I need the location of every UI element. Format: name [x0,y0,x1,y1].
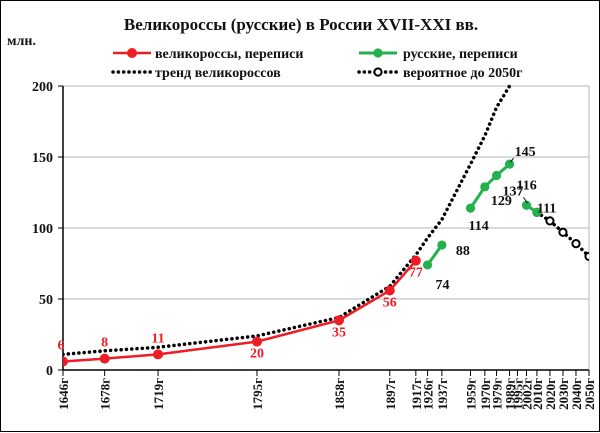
russians-census-line [469,162,511,209]
russians-census-data-label: 145 [515,145,536,160]
great-russians-data-label: 77 [409,266,423,281]
chart-title: Великороссы (русские) в России XVII-XXI … [124,15,478,34]
great-russians-point [251,336,262,347]
great-russians-point [410,255,421,266]
russians-census-data-label: 137 [503,184,524,199]
x-tick-label: 2050г [582,378,597,410]
legend-trend-label: тренд великороссов [155,66,281,81]
label-leader-145 [510,157,514,163]
legend-great-russians-marker [127,48,137,58]
legend-russians-label: русские, переписи [403,47,518,62]
great-russians-data-label: 20 [250,347,264,362]
x-tick-label: 2030г [556,378,571,410]
great-russians-data-label: 6 [58,338,65,353]
y-tick-label: 50 [39,293,53,308]
legend-probable-label: вероятное до 2050г [403,66,522,81]
legend-great-russians-label: великороссы, переписи [155,47,303,62]
russians-census-point [465,203,476,213]
x-tick-label: 1937г [435,378,450,410]
great-russians-point [99,353,110,364]
probable-point [558,227,568,237]
x-tick-label: 1678г [98,378,113,410]
legend: великороссы, переписи тренд великороссов р… [111,47,522,81]
y-tick-label: 200 [32,80,53,95]
great-russians-data-label: 35 [332,325,346,340]
russians-census-data-label: 129 [491,194,512,209]
y-tick-label: 150 [32,151,53,166]
great-russians-data-label: 11 [151,331,164,346]
x-tick-label: 1897г [383,378,398,410]
probable-point [571,239,581,249]
russians-census-point [532,207,542,217]
axes: 0 50 100 150 200 1646г 1678г 1719г 1795г 1858г 189… [32,80,597,410]
x-tick-label: 1970г [478,378,493,410]
x-tick-label: 1858г [332,378,347,410]
russians-census-data-label: 114 [469,219,489,234]
great-russians-point [384,285,395,296]
russians-census-point [521,200,532,210]
legend-probable-marker [373,67,383,77]
x-tick-label: 1719г [151,378,166,410]
x-tick-label: 1989г [503,378,518,410]
x-tick-label: 2020г [543,378,558,410]
y-tick-label: 0 [46,364,53,379]
x-tick-label: 2002г [520,378,535,410]
x-tick-label: 1795г [250,378,265,410]
x-tick-label: 1959г [464,378,479,410]
great-russians-point [334,315,345,326]
russians-census-data-label: 74 [436,278,450,293]
russians-census-data-label: 116 [517,178,537,193]
russians-census-point [422,260,433,270]
x-tick-label: 1979г [490,378,505,410]
legend-russians-marker [373,48,383,58]
great-russians-point [153,349,164,360]
x-tick-label: 1917г [409,378,424,410]
great-russians-line [63,259,417,363]
label-leader-116 [523,197,528,204]
great-russians-point [63,356,68,367]
trend-line [63,84,513,357]
russians-census-point [480,182,490,192]
russians-census-point [491,170,502,181]
series [63,84,589,367]
great-russians-data-label: 56 [383,295,397,310]
great-russians-data-label: 8 [101,336,108,351]
x-tick-label: 2040г [569,378,584,410]
probable-point [584,251,589,261]
x-tick-label: 1926г [421,378,436,410]
russians-census-point [437,240,447,250]
x-tick-label: 1995г [510,378,525,410]
grid [63,85,590,371]
russians-census-data-label: 111 [537,201,556,216]
x-tick-label: 2010г [530,378,545,410]
x-tick-label: 1646г [56,378,71,410]
probable-point [545,216,555,226]
russians-census-point [504,159,515,169]
y-axis-label: млн. [7,34,36,49]
russians-census-data-label: 88 [456,244,470,259]
y-tick-label: 100 [32,222,53,237]
